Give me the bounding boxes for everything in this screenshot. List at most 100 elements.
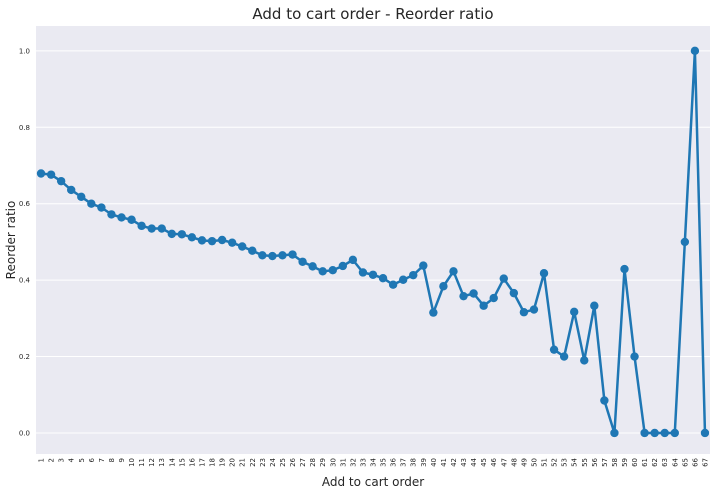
data-point [137,221,146,231]
data-point [177,230,187,239]
data-point [227,238,237,247]
data-point [318,267,327,276]
data-point [288,250,297,259]
x-tick-label: 5 [78,458,86,462]
x-tick-label: 13 [158,458,166,467]
x-tick-label: 27 [299,458,307,467]
y-tick-label: 0.2 [19,353,30,361]
x-tick-label: 9 [118,458,126,462]
data-point [157,224,166,233]
y-tick-label: 1.0 [19,47,30,55]
data-point [187,233,197,242]
x-tick-label: 16 [188,457,196,466]
data-point [127,215,136,224]
data-point [630,352,639,361]
data-point [298,257,307,266]
x-tick-label: 28 [309,458,317,467]
data-point [258,251,267,260]
x-tick-label: 11 [138,458,146,467]
x-tick-label: 46 [490,457,498,466]
x-tick-label: 49 [520,458,528,467]
x-tick-label: 57 [601,458,609,467]
x-tick-label: 41 [440,458,448,467]
x-tick-label: 47 [500,458,508,467]
data-point [429,308,438,317]
x-tick-label: 2 [48,458,56,462]
data-point [690,46,700,56]
x-tick-label: 55 [581,458,589,467]
x-tick-label: 34 [370,457,378,466]
data-point [549,345,559,354]
y-axis-label: Reorder ratio [4,201,18,280]
data-point [569,307,579,317]
x-tick-label: 65 [681,458,689,467]
data-point [117,213,126,222]
x-tick-label: 61 [641,458,649,467]
x-tick-label: 37 [400,458,408,467]
data-point [620,264,629,274]
x-tick-label: 59 [621,458,629,467]
y-tick-label: 0.0 [19,429,30,437]
data-point [439,282,448,291]
data-point [167,229,177,239]
data-point [308,262,317,271]
x-tick-label: 7 [98,458,106,462]
y-tick-label: 0.6 [19,200,31,208]
data-point [499,274,508,283]
x-tick-label: 36 [390,457,398,466]
data-point [46,170,56,179]
x-tick-label: 56 [591,457,599,466]
x-tick-label: 31 [339,458,347,467]
x-tick-label: 6 [88,457,96,462]
x-tick-label: 52 [551,458,559,467]
data-point [580,356,589,365]
x-tick-label: 26 [289,457,297,466]
x-tick-label: 58 [611,458,619,467]
x-tick-label: 62 [651,458,659,467]
data-point [107,210,116,219]
data-point [489,293,498,303]
data-point [268,251,277,261]
x-tick-label: 29 [319,458,327,467]
x-tick-label: 10 [128,458,136,467]
data-point [529,305,539,314]
x-tick-label: 14 [168,457,176,466]
data-point [509,288,519,298]
data-point [700,428,710,438]
data-point [238,242,247,251]
x-tick-label: 53 [561,458,569,467]
data-point [419,261,428,270]
data-point [559,352,569,361]
gridlines [36,50,710,434]
data-point [338,261,348,271]
x-tick-label: 38 [410,458,418,467]
x-tick-label: 21 [239,458,247,467]
y-tick-label: 0.8 [19,124,30,132]
x-tick-label: 66 [691,457,699,466]
x-tick-label: 67 [701,458,709,467]
x-tick-label: 51 [541,458,549,467]
data-point [328,265,337,275]
x-tick-label: 18 [209,458,217,467]
x-tick-label: 44 [470,457,478,466]
x-tick-label: 39 [420,458,428,467]
x-tick-label: 64 [671,457,679,466]
data-point [650,428,659,438]
data-point [378,274,388,283]
plot-background [36,26,710,454]
data-point [77,192,86,202]
x-tick-label: 20 [229,458,237,467]
x-tick-label: 48 [510,458,518,467]
x-tick-label: 60 [631,458,639,467]
data-point [610,428,619,438]
data-point [348,255,358,265]
x-tick-label: 50 [530,458,538,467]
x-tick-label: 1 [38,458,46,462]
data-point [197,236,207,245]
x-tick-label: 22 [249,458,257,467]
series-points [36,46,710,438]
data-point [680,237,690,247]
data-point [600,396,609,405]
